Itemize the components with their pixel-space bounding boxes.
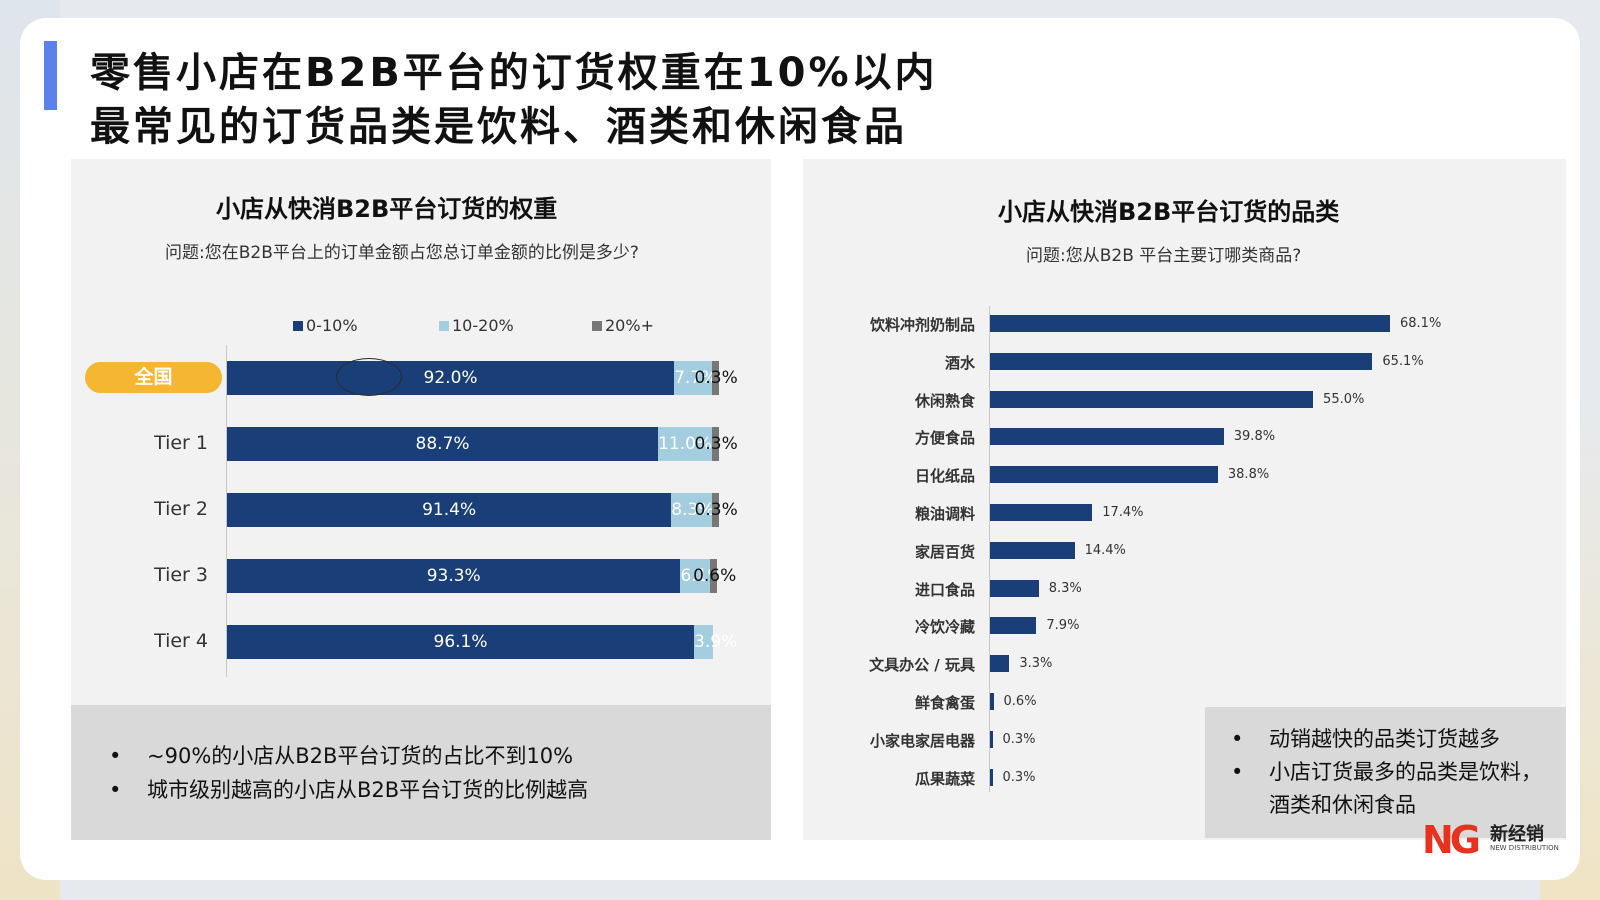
bar-value-label: 55.0% [1323, 391, 1365, 407]
category-bar [990, 541, 1075, 559]
highlight-circle [336, 358, 402, 396]
bar-value-label: 0.3% [694, 434, 738, 454]
category-label: 家居百货 [914, 542, 975, 561]
category-label-tier4: Tier 4 [154, 630, 208, 652]
category-label: 方便食品 [914, 429, 975, 448]
category-label-tier3: Tier 3 [154, 564, 208, 586]
left-chart-axis [226, 345, 227, 677]
legend-swatch-grey [592, 320, 602, 331]
category-label: 文具办公 / 玩具 [869, 656, 975, 675]
legend-label: 20%+ [605, 316, 654, 335]
category-bar [990, 617, 1037, 635]
logo-chinese-text: 新经销 [1490, 824, 1544, 845]
bar-segment-low: 91.4% [227, 493, 672, 527]
bar-value-label: 0.6% [1003, 694, 1037, 709]
category-label: 鲜食禽蛋 [914, 694, 975, 712]
legend-item-0-10: 0-10% [293, 316, 358, 335]
bar-value-label: 14.4% [1084, 542, 1126, 558]
category-bar [990, 579, 1039, 597]
slide-headline: 零售小店在B2B平台的订货权重在10%以内 最常见的订货品类是饮料、酒类和休闲食… [90, 46, 938, 154]
category-bar [990, 466, 1218, 484]
bar-value-label: 68.1% [1400, 316, 1442, 331]
bar-value-label: 0.6% [693, 566, 737, 586]
category-bar [990, 428, 1224, 446]
bar-value-label: 0.3% [694, 500, 738, 520]
category-bar [990, 768, 993, 786]
category-bar [990, 315, 1390, 332]
bar-segment-mid: 3.9% [694, 625, 737, 659]
bar-value-label: 0.3% [1002, 769, 1036, 785]
bar-value-label: 0.3% [694, 368, 738, 388]
category-label: 冷饮冷藏 [914, 618, 975, 637]
bar-value-label: 65.1% [1382, 353, 1424, 369]
category-label-tier1: Tier 1 [154, 432, 208, 454]
category-bar [990, 730, 993, 748]
legend-label: 0-10% [306, 316, 358, 335]
left-chart-title: 小店从快消B2B平台订货的权重 [216, 195, 558, 223]
category-label-tier2: Tier 2 [154, 498, 208, 520]
category-label: 休闲熟食 [914, 391, 975, 410]
bar-segment-low: 92.0% [227, 361, 675, 395]
bar-value-label: 7.9% [1046, 618, 1080, 634]
bar-segment-low: 96.1% [227, 625, 695, 659]
category-bar [990, 504, 1093, 521]
bar-segment-mid: 8.3% [671, 493, 714, 527]
bar-segment-high [710, 559, 718, 593]
note-item: 小店订货最多的品类是饮料，酒类和休闲食品 [1231, 756, 1556, 822]
highlight-pill-national: 全国 [85, 362, 222, 393]
right-notes-box: 动销越快的品类订货越多 小店订货最多的品类是饮料，酒类和休闲食品 [1205, 707, 1566, 838]
category-bar [990, 693, 994, 710]
headline-line-2: 最常见的订货品类是饮料、酒类和休闲食品 [90, 104, 907, 150]
left-chart-subtitle: 问题:您在B2B平台上的订单金额占您总订单金额的比例是多少? [165, 243, 639, 263]
category-label: 进口食品 [914, 580, 975, 599]
category-label: 酒水 [944, 353, 975, 372]
bar-segment-low: 88.7% [227, 427, 659, 461]
legend-label: 10-20% [452, 316, 514, 335]
bar-value-label: 17.4% [1102, 505, 1144, 520]
bar-segment-high [711, 493, 719, 527]
legend-item-20-plus: 20%+ [592, 316, 654, 335]
category-bar [990, 655, 1010, 673]
bar-segment-high [711, 361, 719, 395]
bar-value-label: 0.3% [1002, 731, 1036, 747]
logo-english-text: NEW DISTRIBUTION [1490, 844, 1559, 852]
legend-item-10-20: 10-20% [439, 316, 514, 335]
right-chart-title: 小店从快消B2B平台订货的品类 [998, 198, 1340, 226]
category-label: 粮油调料 [914, 505, 975, 523]
bar-value-label: 8.3% [1048, 580, 1082, 596]
category-label: 小家电家居电器 [869, 731, 975, 750]
note-item: ~90%的小店从B2B平台订货的占比不到10% [109, 739, 771, 773]
bar-segment-low: 93.3% [227, 559, 681, 593]
headline-line-1: 零售小店在B2B平台的订货权重在10%以内 [90, 50, 938, 96]
category-bar [990, 390, 1314, 408]
note-item: 动销越快的品类订货越多 [1231, 723, 1556, 756]
bar-value-label: 38.8% [1227, 467, 1270, 483]
bar-segment-high [711, 427, 719, 461]
legend-swatch-dark [293, 320, 303, 331]
title-accent-bar [44, 41, 57, 110]
category-label: 日化纸品 [914, 467, 975, 486]
bar-value-label: 3.3% [1019, 656, 1053, 672]
category-label: 瓜果蔬菜 [914, 769, 975, 788]
right-chart-subtitle: 问题:您从B2B 平台主要订哪类商品? [1026, 246, 1302, 266]
bar-segment-mid: 11.0% [658, 427, 712, 461]
right-chart-axis [989, 306, 990, 792]
category-bar [990, 352, 1373, 370]
logo-mark: NG [1422, 818, 1481, 862]
bar-segment-mid: 7.7% [674, 361, 717, 395]
note-item: 城市级别越高的小店从B2B平台订货的比例越高 [109, 773, 771, 807]
legend-swatch-light [439, 320, 449, 331]
bar-value-label: 39.8% [1233, 429, 1276, 445]
left-notes-box: ~90%的小店从B2B平台订货的占比不到10% 城市级别越高的小店从B2B平台订… [71, 705, 771, 840]
category-label: 饮料冲剂奶制品 [869, 316, 975, 334]
brand-logo: NG 新经销 NEW DISTRIBUTION [1422, 818, 1562, 868]
